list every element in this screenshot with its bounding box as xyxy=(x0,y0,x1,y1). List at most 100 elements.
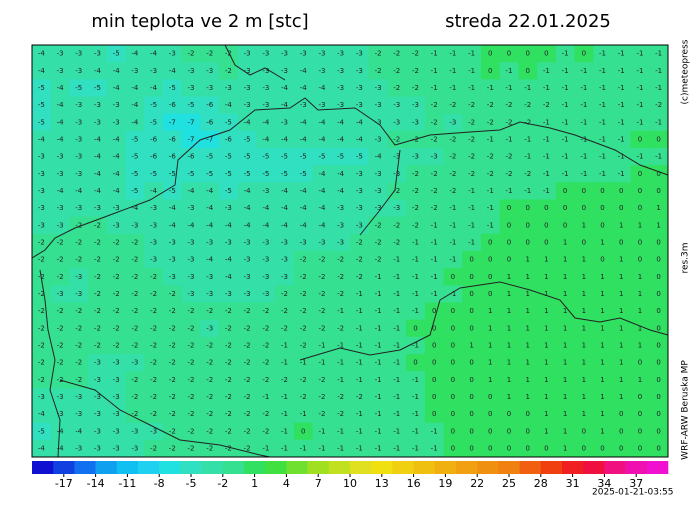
grid-cell xyxy=(574,319,594,338)
grid-cell xyxy=(219,388,239,406)
cell-value: -2 xyxy=(206,359,213,367)
grid-cell xyxy=(630,148,650,166)
grid-cell xyxy=(237,233,257,252)
cell-value: -3 xyxy=(150,221,157,229)
cell-value: -1 xyxy=(562,118,569,126)
grid-cell xyxy=(368,182,388,200)
cell-value: 0 xyxy=(582,204,586,212)
grid-cell xyxy=(219,336,239,355)
grid-cell xyxy=(106,130,127,149)
grid-cell xyxy=(649,130,669,149)
grid-cell xyxy=(593,251,613,269)
cell-value: -3 xyxy=(38,393,45,401)
cell-value: 0 xyxy=(451,393,455,401)
grid-cell xyxy=(480,422,501,441)
grid-cell xyxy=(331,130,351,149)
cell-value: -3 xyxy=(75,170,82,178)
grid-cell xyxy=(106,113,127,132)
cell-value: 0 xyxy=(451,359,455,367)
grid-cell xyxy=(350,130,370,149)
grid-cell xyxy=(630,388,650,406)
cell-value: -2 xyxy=(75,324,82,332)
grid-cell xyxy=(630,96,650,115)
grid-cell xyxy=(443,422,463,441)
cell-value: -2 xyxy=(337,290,344,298)
cell-value: -5 xyxy=(94,84,101,92)
grid-cell xyxy=(275,79,295,97)
grid-cell xyxy=(630,268,650,286)
cell-value: 1 xyxy=(525,290,529,298)
cell-value: 0 xyxy=(582,427,586,435)
cell-value: -1 xyxy=(599,101,606,109)
cell-value: -1 xyxy=(636,50,643,58)
cell-value: -1 xyxy=(524,84,531,92)
grid-cell xyxy=(387,268,407,286)
grid-cell xyxy=(387,216,407,235)
cell-value: -4 xyxy=(113,187,121,195)
cell-value: 1 xyxy=(525,273,529,281)
grid-cell xyxy=(649,62,669,80)
grid-cell xyxy=(387,130,407,149)
cell-value: -2 xyxy=(188,393,195,401)
cell-value: -5 xyxy=(131,170,138,178)
cell-value: 1 xyxy=(582,341,586,349)
map-frame xyxy=(31,44,669,458)
cell-value: -1 xyxy=(337,376,344,384)
cell-value: -3 xyxy=(94,376,101,384)
grid-cell xyxy=(480,165,501,183)
cell-value: 1 xyxy=(582,290,586,298)
cell-value: 1 xyxy=(563,238,567,246)
grid-cell xyxy=(106,388,127,406)
cell-value: -2 xyxy=(169,444,176,452)
grid-cell xyxy=(125,405,145,424)
grid-cell xyxy=(219,45,239,63)
grid-cell xyxy=(181,96,201,115)
cell-value: -2 xyxy=(524,170,531,178)
grid-cell xyxy=(518,319,538,338)
cell-value: -3 xyxy=(188,290,195,298)
grid-cell xyxy=(106,439,127,458)
grid-cell xyxy=(88,113,108,132)
cell-value: -2 xyxy=(188,427,195,435)
cell-value: -3 xyxy=(244,67,251,75)
grid-cell xyxy=(256,302,276,321)
cell-value: -1 xyxy=(655,84,662,92)
grid-cell xyxy=(312,354,332,372)
grid-cell xyxy=(69,388,89,406)
cell-value: -1 xyxy=(281,359,288,367)
cell-value: -3 xyxy=(57,67,64,75)
cell-value: -1 xyxy=(468,221,475,229)
cell-value: -3 xyxy=(337,204,344,212)
cell-value: -1 xyxy=(356,324,363,332)
grid-cell xyxy=(574,182,594,200)
cell-value: -2 xyxy=(131,256,138,264)
cell-value: -2 xyxy=(75,376,82,384)
cell-value: -2 xyxy=(38,376,45,384)
grid-cell xyxy=(518,336,538,355)
cell-value: 1 xyxy=(544,427,548,435)
cell-value: -1 xyxy=(580,170,587,178)
grid-cell xyxy=(88,439,108,458)
grid-cell xyxy=(462,422,482,441)
grid-cell xyxy=(32,388,52,406)
cell-value: -6 xyxy=(169,135,177,143)
grid-cell xyxy=(630,216,650,235)
cell-value: -4 xyxy=(188,187,196,195)
grid-cell xyxy=(537,130,557,149)
grid-cell xyxy=(106,165,127,183)
grid-cell xyxy=(312,371,332,389)
grid-cell xyxy=(88,371,108,389)
cell-value: -1 xyxy=(375,410,382,418)
cell-value: -3 xyxy=(356,84,363,92)
cell-value: 0 xyxy=(525,444,529,452)
grid-cell xyxy=(649,285,669,303)
cell-value: -1 xyxy=(599,84,606,92)
grid-cell xyxy=(462,130,482,149)
cell-value: -3 xyxy=(188,238,195,246)
grid-cell xyxy=(424,354,445,372)
cell-value: 0 xyxy=(638,444,642,452)
cell-value: -2 xyxy=(449,187,456,195)
grid-cell xyxy=(312,79,332,97)
cell-value: -1 xyxy=(449,238,456,246)
grid-cell xyxy=(219,251,239,269)
